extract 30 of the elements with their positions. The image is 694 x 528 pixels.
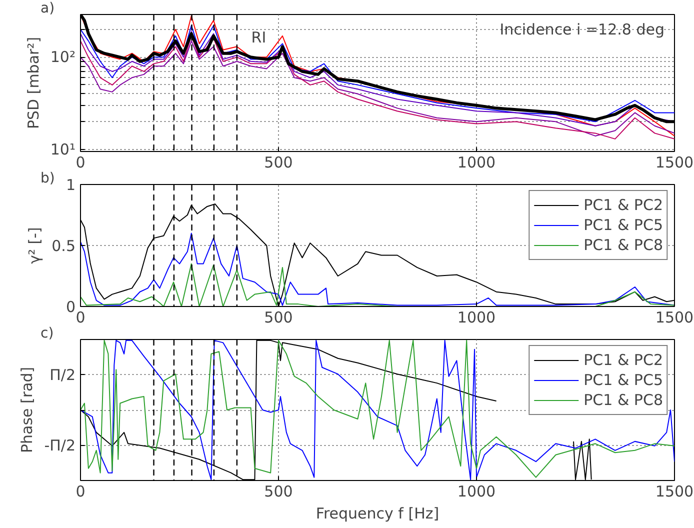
x-tick-label: 500 [264, 308, 293, 326]
x-tick-label: 1000 [457, 482, 496, 500]
chart-title: a) [40, 0, 55, 16]
x-tick-label: 1000 [457, 308, 496, 326]
y-axis-title: PSD [mbar²] [24, 36, 42, 130]
legend-label: PC1 & PC5 [584, 216, 663, 234]
y-tick-label: Π/2 [50, 366, 76, 384]
y-axis-title: Phase [rad] [18, 366, 36, 454]
y-tick-label: 10² [50, 48, 76, 66]
y-axis-title: γ² [-] [26, 227, 44, 264]
legend-label: PC1 & PC2 [584, 351, 663, 369]
x-tick-label: 1000 [457, 154, 496, 172]
legend-label: PC1 & PC5 [584, 371, 663, 389]
chart-title: b) [40, 170, 55, 186]
legend-label: PC1 & PC8 [584, 236, 663, 254]
x-axis-title: Frequency f [Hz] [316, 504, 440, 522]
x-tick-label: 1500 [655, 482, 694, 500]
y-tick-label: 1 [66, 176, 76, 194]
y-tick-label: 0.5 [52, 237, 76, 255]
x-tick-label: 1500 [655, 308, 694, 326]
legend-label: PC1 & PC2 [584, 196, 663, 214]
annotation: Incidence i =12.8 deg [500, 20, 665, 38]
y-tick-label: -Π/2 [44, 436, 76, 454]
y-tick-label: 10¹ [50, 140, 76, 158]
x-tick-label: 1500 [655, 154, 694, 172]
x-tick-label: 500 [264, 154, 293, 172]
chart-title: c) [40, 326, 54, 342]
x-tick-label: 500 [264, 482, 293, 500]
annotation: RI [251, 28, 266, 46]
legend-label: PC1 & PC8 [584, 391, 663, 409]
